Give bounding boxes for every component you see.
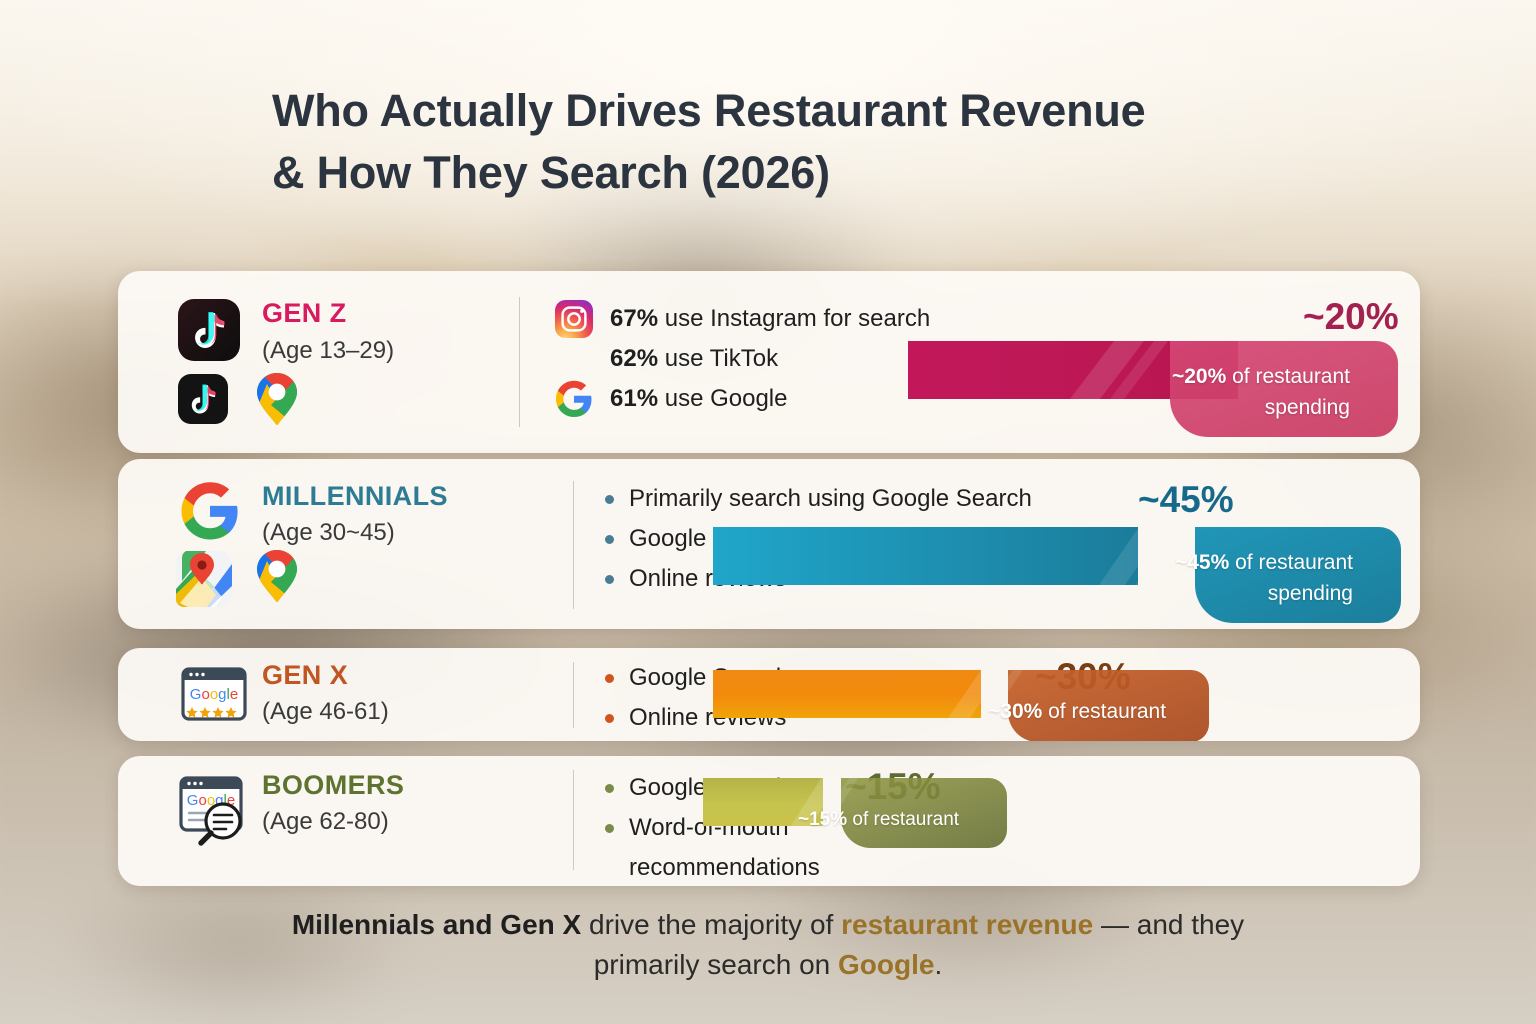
google-reviews-window-icon: Google (181, 667, 247, 721)
spending-suffix: of restaurant (847, 809, 960, 830)
spending-label-millennials: ~45% of restaurant spending (1123, 547, 1353, 609)
fact-item: 61% use Google (555, 379, 930, 419)
generation-card-millennials: MILLENNIALS (Age 30~45) Primarily search… (118, 459, 1420, 629)
spending-label-genz: ~20% of restaurant spending (1118, 361, 1350, 423)
facts-list-genz: 67% use Instagram for search 62% use Tik… (555, 299, 930, 419)
fact-text: 62% use TikTok (610, 339, 778, 379)
spending-bar-millennials (713, 527, 1420, 627)
fact-item: Primarily search using Google Search (605, 479, 1032, 519)
spending-suffix: of restaurant spending (1235, 551, 1353, 605)
fact-percent: 61% (610, 385, 659, 412)
spending-suffix: of restaurant spending (1232, 365, 1350, 419)
caption-highlight-revenue: restaurant revenue (841, 909, 1094, 940)
bullet-icon (605, 535, 614, 544)
fact-label: use Instagram for search (658, 305, 931, 332)
identity-block-genz: GEN Z (Age 13–29) (148, 271, 418, 453)
google-search-magnifier-icon: Google (179, 776, 243, 846)
svg-text:Google: Google (187, 792, 235, 809)
bullet-icon (605, 824, 614, 833)
generation-card-genz: GEN Z (Age 13–29) 67% use Instagram for (118, 271, 1420, 453)
spending-percent: ~20% (1171, 365, 1227, 388)
card-divider (519, 297, 520, 427)
page-title: Who Actually Drives Restaurant Revenue &… (272, 85, 1146, 198)
spending-bar-genx (713, 670, 1233, 741)
share-percent-millennials: ~45% (1138, 479, 1234, 520)
generation-card-boomers: Google BOOMERS (Age 62-80) Google Search (118, 756, 1420, 886)
footer-caption: Millennials and Gen X drive the majority… (168, 905, 1368, 985)
spending-percent: ~15% (798, 809, 848, 830)
card-divider (573, 770, 574, 870)
generation-name-genz: GEN Z (262, 298, 347, 328)
fact-label: use Google (658, 385, 788, 412)
caption-lead: Millennials and Gen X (291, 909, 582, 940)
bullet-icon (605, 784, 614, 793)
spending-percent: ~45% (1174, 551, 1230, 574)
fact-item: 62% use TikTok (555, 339, 930, 379)
generation-age-genx: (Age 46-61) (262, 698, 389, 725)
fact-item: 67% use Instagram for search (555, 299, 930, 339)
spending-label-boomers: ~15% of restaurant (798, 804, 1038, 835)
bullet-icon (605, 714, 614, 723)
card-divider (573, 481, 574, 609)
spending-percent: ~30% (988, 700, 1043, 723)
card-divider (573, 662, 574, 728)
google-g-icon (181, 482, 238, 540)
tiktok-icon (178, 299, 240, 361)
share-percent-genz: ~20% (1303, 296, 1399, 337)
identity-block-millennials: MILLENNIALS (Age 30~45) (148, 459, 447, 629)
generation-age-millennials: (Age 30~45) (262, 519, 395, 546)
google-maps-pin-icon (257, 550, 297, 602)
spacer-icon (555, 340, 593, 378)
generation-age-boomers: (Age 62-80) (262, 808, 389, 835)
google-g-icon (555, 380, 592, 418)
generation-age-genz: (Age 13–29) (262, 337, 395, 364)
spending-label-genx: ~30% of restaurant (988, 696, 1228, 727)
spending-bar-boomers (703, 778, 1033, 850)
fact-text: 61% use Google (610, 379, 787, 419)
generation-name-genx: GEN X (262, 660, 349, 690)
google-maps-app-icon (176, 551, 232, 607)
google-maps-pin-icon (257, 373, 297, 425)
generation-name-boomers: BOOMERS (262, 770, 405, 800)
tiktok-icon (178, 374, 228, 424)
identity-block-genx: Google GEN X (Age 46-61) (148, 648, 418, 741)
caption-mid: drive the majority of (581, 909, 842, 940)
fact-percent: 62% (610, 345, 659, 372)
caption-highlight-google: Google (838, 949, 935, 980)
spending-bar-genz (908, 341, 1420, 441)
generation-name-millennials: MILLENNIALS (262, 481, 448, 511)
bullet-icon (605, 495, 614, 504)
caption-mid2: — and they primarily search on (593, 909, 1245, 980)
spending-suffix: of restaurant (1042, 700, 1167, 723)
bullet-icon (605, 575, 614, 584)
fact-text: 67% use Instagram for search (610, 299, 930, 339)
svg-text:Google: Google (190, 686, 238, 703)
bullet-icon (605, 674, 614, 683)
instagram-icon (555, 300, 593, 338)
identity-block-boomers: Google BOOMERS (Age 62-80) (148, 756, 418, 886)
fact-percent: 67% (610, 305, 659, 332)
fact-label: use TikTok (658, 345, 779, 372)
caption-end: . (934, 949, 943, 980)
fact-label: Primarily search using Google Search (629, 485, 1032, 512)
generation-card-genx: Google GEN X (Age 46-61) Google Search (118, 648, 1420, 741)
